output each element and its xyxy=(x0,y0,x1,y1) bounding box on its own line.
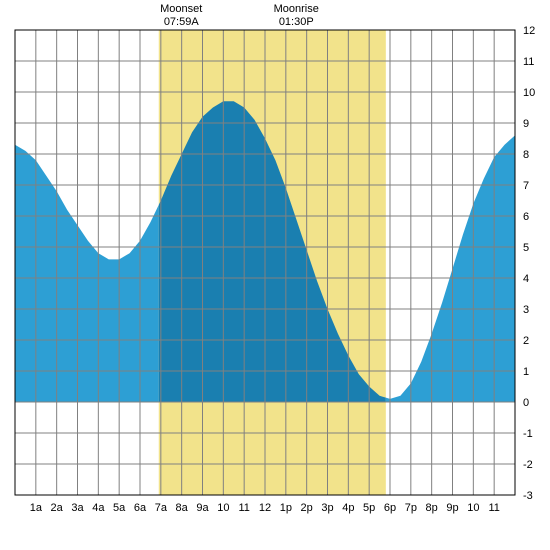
x-tick-label: 8p xyxy=(426,502,438,514)
x-tick-label: 5a xyxy=(113,502,126,514)
x-tick-label: 6a xyxy=(134,502,147,514)
y-tick-label: 7 xyxy=(523,180,529,192)
x-tick-label: 11 xyxy=(488,502,499,514)
y-tick-label: 10 xyxy=(523,87,535,99)
y-tick-label: 0 xyxy=(523,397,529,409)
y-tick-label: 3 xyxy=(523,304,529,316)
moonset-time: 07:59A xyxy=(164,16,200,28)
x-tick-label: 1a xyxy=(30,502,43,514)
y-tick-label: 4 xyxy=(523,273,529,285)
tide-chart: -3-2-101234567891011121a2a3a4a5a6a7a8a9a… xyxy=(0,0,550,550)
y-tick-label: 8 xyxy=(523,149,529,161)
moonrise-time: 01:30P xyxy=(279,16,314,28)
x-tick-label: 4p xyxy=(342,502,354,514)
x-tick-label: 9p xyxy=(446,502,458,514)
x-tick-label: 10 xyxy=(217,502,229,514)
y-tick-label: 5 xyxy=(523,242,529,254)
x-tick-label: 5p xyxy=(363,502,375,514)
x-tick-label: 9a xyxy=(196,502,209,514)
x-tick-label: 1p xyxy=(280,502,292,514)
y-tick-label: 2 xyxy=(523,335,529,347)
x-tick-label: 3p xyxy=(321,502,333,514)
x-tick-label: 3a xyxy=(71,502,84,514)
y-tick-label: 1 xyxy=(523,366,529,378)
chart-svg: -3-2-101234567891011121a2a3a4a5a6a7a8a9a… xyxy=(0,0,550,550)
x-tick-label: 2a xyxy=(51,502,64,514)
x-tick-label: 10 xyxy=(467,502,479,514)
x-tick-label: 7p xyxy=(405,502,417,514)
y-tick-label: 12 xyxy=(523,25,535,37)
y-tick-label: 9 xyxy=(523,118,529,130)
x-tick-label: 8a xyxy=(176,502,189,514)
x-tick-label: 2p xyxy=(301,502,313,514)
y-tick-label: 6 xyxy=(523,211,529,223)
x-tick-label: 11 xyxy=(238,502,249,514)
moonset-label: Moonset xyxy=(160,3,202,15)
moonrise-label: Moonrise xyxy=(274,3,319,15)
y-tick-label: -3 xyxy=(523,490,533,502)
x-tick-label: 4a xyxy=(92,502,105,514)
x-tick-label: 6p xyxy=(384,502,396,514)
y-tick-label: -2 xyxy=(523,459,533,471)
x-tick-label: 12 xyxy=(259,502,271,514)
y-tick-label: -1 xyxy=(523,428,533,440)
y-tick-label: 11 xyxy=(523,56,534,68)
x-tick-label: 7a xyxy=(155,502,168,514)
